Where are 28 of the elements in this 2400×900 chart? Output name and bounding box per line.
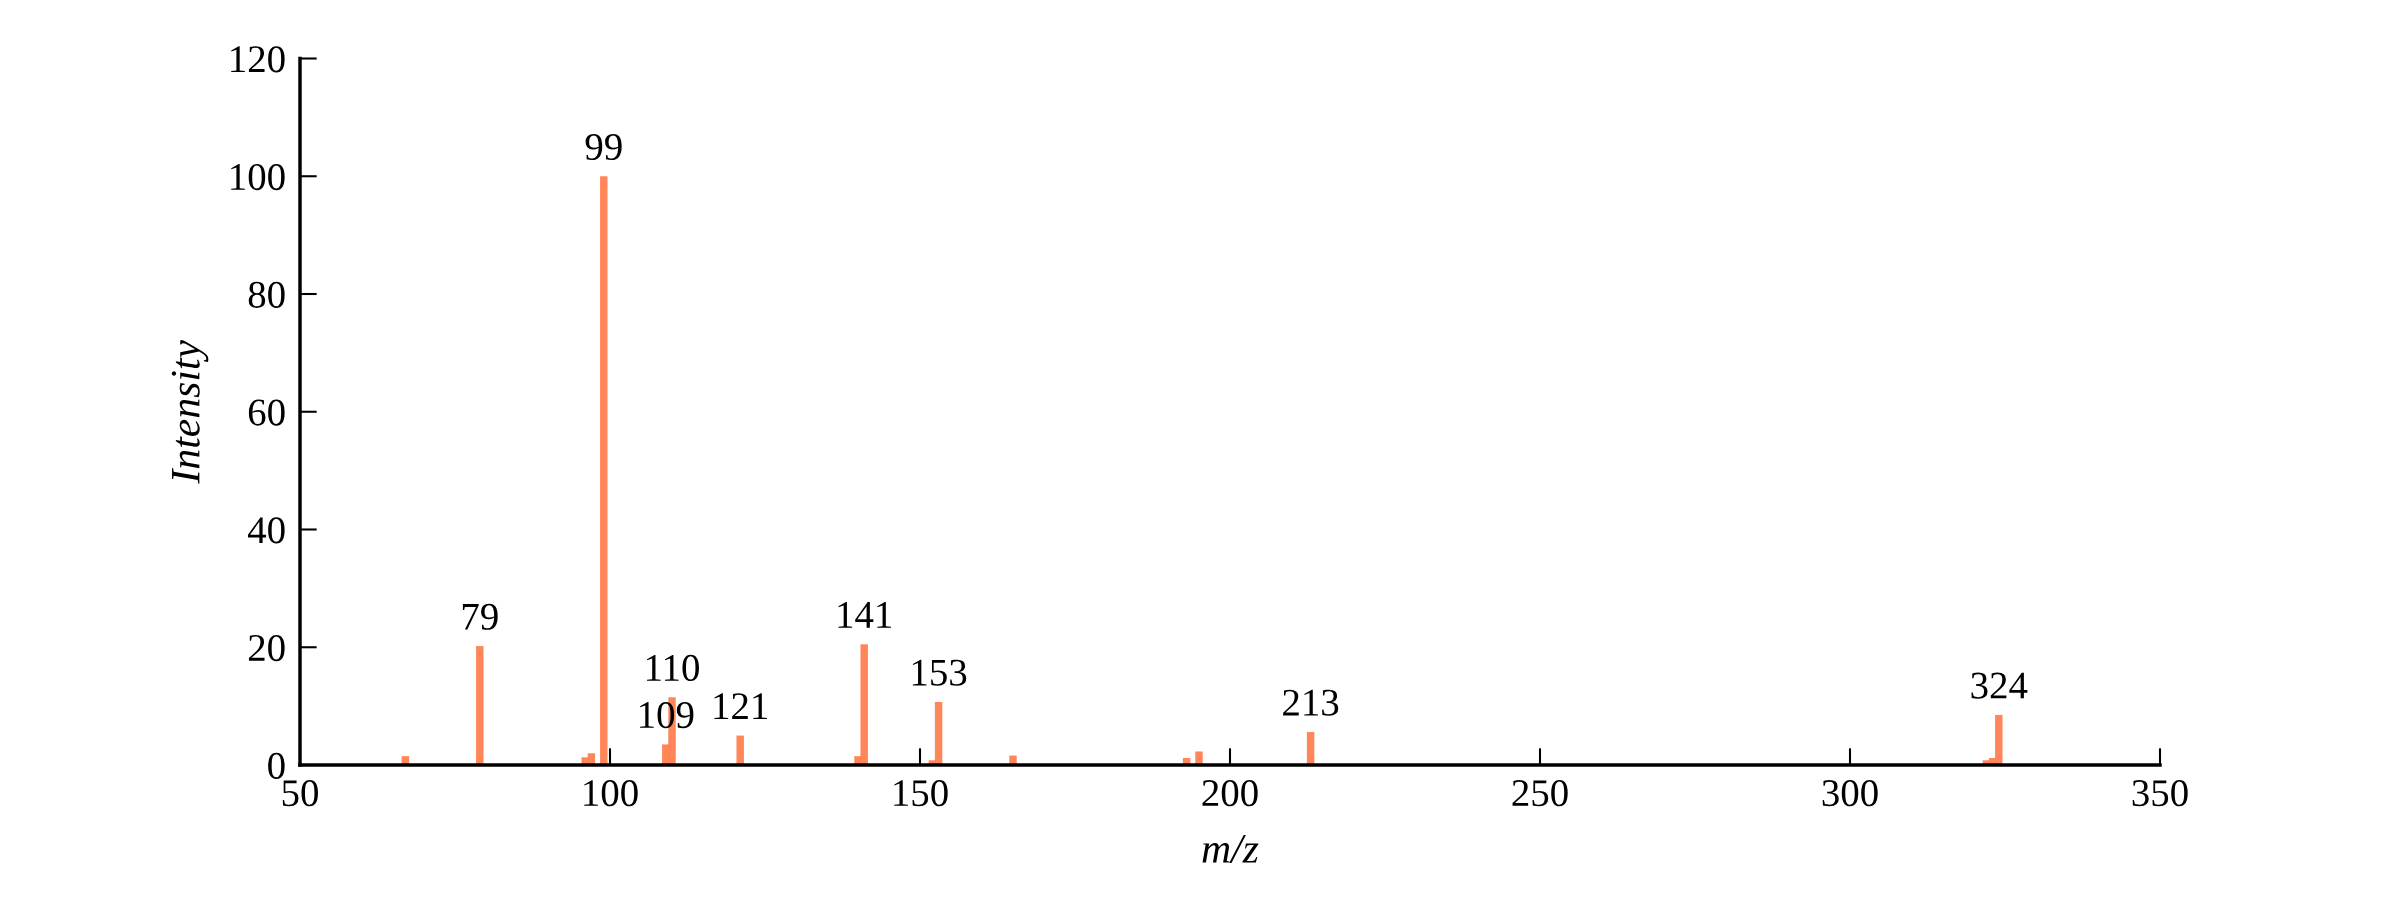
y-axis-title: Intensity <box>171 339 209 484</box>
annotation: 213 <box>1283 689 1339 716</box>
x-tick-label: 100 <box>584 780 638 807</box>
x-axis-title: m/z <box>1202 835 1259 863</box>
bar <box>476 646 484 765</box>
bar <box>1195 751 1203 765</box>
annotation: 110 <box>646 654 699 682</box>
annotation: 79 <box>462 603 498 630</box>
annotation: 153 <box>912 659 967 686</box>
x-tick-label: 300 <box>1822 780 1878 807</box>
x-tick-label: 150 <box>894 780 948 807</box>
x-tick-label: 250 <box>1512 780 1568 807</box>
y-tick-label: 20 <box>248 634 285 662</box>
bar <box>600 176 608 765</box>
x-tick-label: 200 <box>1202 780 1258 807</box>
bar <box>736 735 744 765</box>
annotation: 324 <box>1971 672 2028 699</box>
y-tick-label: 0 <box>268 752 285 779</box>
y-tick-label: 100 <box>231 163 285 191</box>
annotation: 99 <box>585 133 622 161</box>
x-tick-label: 350 <box>2132 780 2188 807</box>
y-tick-label: 80 <box>248 281 285 308</box>
annotation: 141 <box>838 602 892 628</box>
annotation: 121 <box>714 693 768 719</box>
x-tick-label: 50 <box>282 780 318 807</box>
y-tick-label: 60 <box>248 399 285 426</box>
y-tick-label: 120 <box>231 46 285 73</box>
y-tick-label: 40 <box>247 517 285 544</box>
